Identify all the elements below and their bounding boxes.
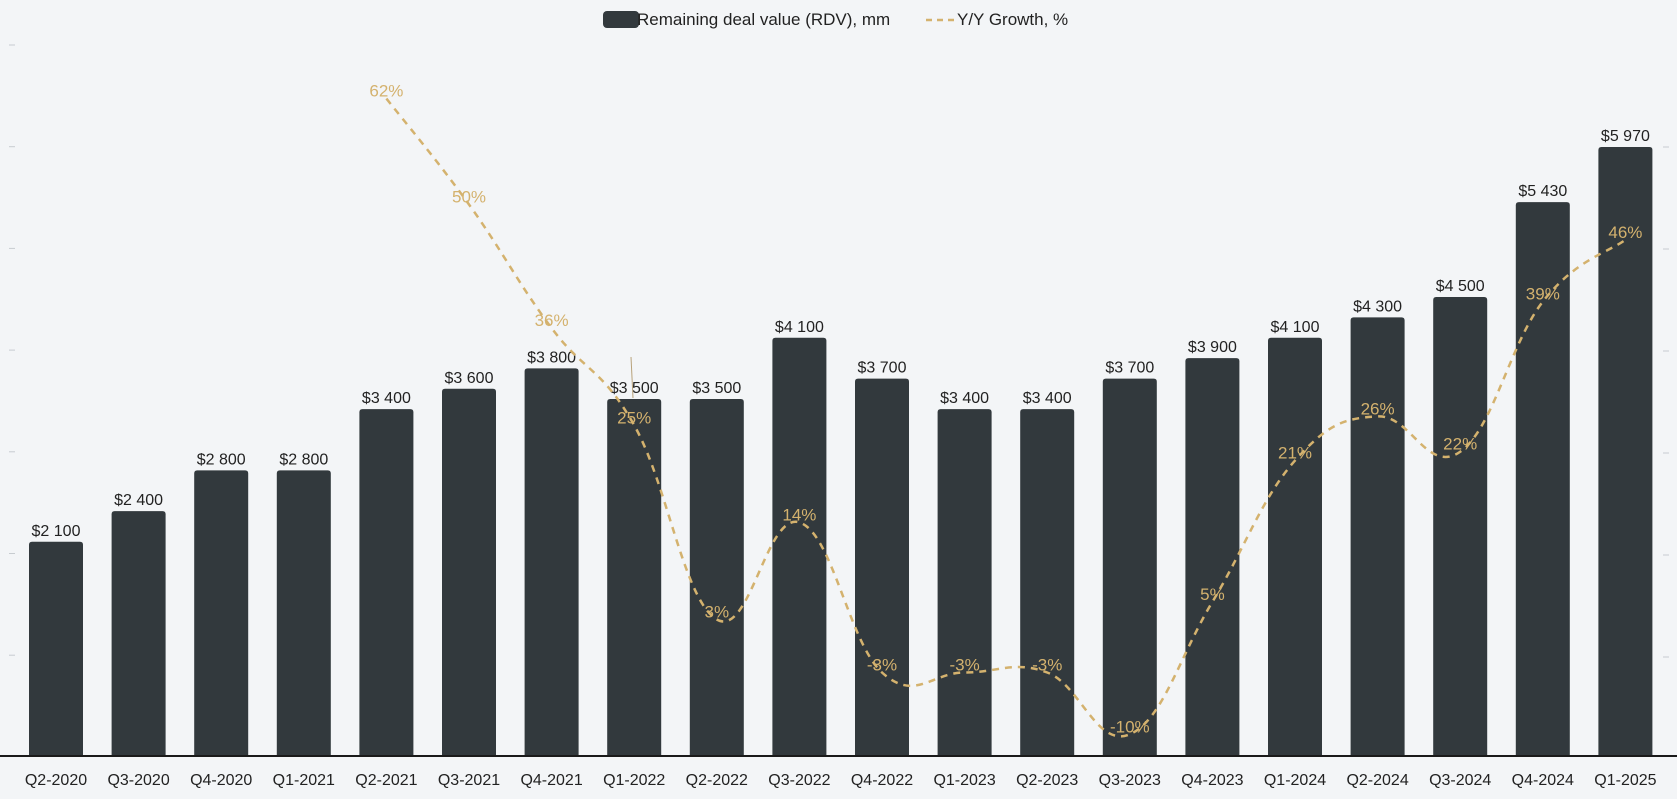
bar-value-label: $3 800 [527,349,576,366]
bar-value-label: $3 400 [940,390,989,407]
growth-value-label: 21% [1278,444,1312,463]
category-label: Q1-2023 [933,772,995,789]
category-label: Q3-2022 [768,772,830,789]
category-label: Q4-2021 [520,772,582,789]
growth-value-label: 39% [1526,285,1560,304]
growth-value-label: 36% [535,311,569,330]
right-axis-ticks [1663,146,1669,658]
growth-value-label: -3% [867,655,897,674]
bar-value-labels: $2 100 $2 400 $2 800 $2 800 $3 400 $3 600 $3 8… [32,128,1650,540]
category-label: Q3-2023 [1099,772,1161,789]
legend: Remaining deal value (RDV), mm Y/Y Growt… [603,10,1068,29]
bar [1020,409,1075,756]
category-label: Q2-2020 [25,772,87,789]
bar [111,511,166,756]
bar-value-label: $4 300 [1353,298,1402,315]
bar [937,409,992,756]
category-label: Q2-2022 [686,772,748,789]
category-label: Q4-2023 [1181,772,1243,789]
category-label: Q1-2021 [273,772,335,789]
category-label: Q1-2025 [1594,772,1656,789]
category-label: Q2-2021 [355,772,417,789]
category-label: Q4-2020 [190,772,252,789]
category-label: Q3-2021 [438,772,500,789]
growth-value-label: 46% [1608,223,1642,242]
bar [524,368,579,756]
growth-value-label: 26% [1361,399,1395,418]
bar-value-label: $3 500 [610,380,659,397]
growth-value-labels: 62% 50% 36% 25% 3% 14% -3% -3% -3% -10% 5% 21% 26% 22… [369,82,1642,737]
bar [772,337,827,756]
legend-bar-label: Remaining deal value (RDV), mm [637,10,890,29]
bar-value-label: $2 400 [114,492,163,509]
bar-value-label: $4 100 [775,319,824,336]
bar-value-label: $3 400 [362,390,411,407]
legend-bar-swatch [603,11,639,28]
left-axis-ticks [9,44,15,656]
bar [1350,317,1405,756]
category-label: Q4-2024 [1512,772,1574,789]
bar [1102,378,1157,756]
category-label: Q1-2022 [603,772,665,789]
category-label: Q3-2024 [1429,772,1491,789]
category-label: Q2-2024 [1346,772,1408,789]
bar [276,470,331,756]
bar-value-label: $5 430 [1518,183,1567,200]
growth-value-label: 25% [617,408,651,427]
growth-leader-line [630,356,634,399]
category-labels: Q2-2020 Q3-2020 Q4-2020 Q1-2021 Q2-2021 Q3-20… [25,772,1657,789]
category-label: Q4-2022 [851,772,913,789]
bar-value-label: $3 700 [1105,360,1154,377]
bar-value-label: $2 800 [197,451,246,468]
growth-value-label: 50% [452,188,486,207]
bar [855,378,909,756]
category-label: Q2-2023 [1016,772,1078,789]
bar-series [29,147,1653,756]
growth-value-label: -10% [1110,717,1150,736]
bar-value-label: $3 600 [445,370,494,387]
bar-value-label: $3 400 [1023,390,1072,407]
bar-value-label: $4 500 [1436,278,1485,295]
growth-value-label: 3% [705,603,730,622]
bar [689,398,744,756]
bar-value-label: $3 900 [1188,339,1237,356]
growth-value-label: 14% [782,505,816,524]
growth-value-label: 22% [1443,435,1477,454]
bar [29,541,83,756]
growth-value-label: -3% [1032,655,1062,674]
growth-value-label: 5% [1200,585,1225,604]
category-label: Q1-2024 [1264,772,1326,789]
bar [442,388,496,756]
bar [1598,147,1653,756]
bar-value-label: $2 100 [32,523,81,540]
growth-series-line [385,97,1627,738]
bar-value-label: $3 700 [858,360,907,377]
legend-line-label: Y/Y Growth, % [957,10,1068,29]
bar [194,470,249,756]
growth-value-label: 62% [369,82,403,101]
bar-value-label: $3 500 [692,380,741,397]
bar [359,409,414,756]
bar-value-label: $5 970 [1601,128,1650,145]
bar [1433,296,1488,756]
growth-value-label: -3% [949,655,979,674]
category-label: Q3-2020 [107,772,169,789]
bar-value-label: $2 800 [279,451,328,468]
bar-value-label: $4 100 [1271,319,1320,336]
bar [1268,337,1322,756]
bar [1185,358,1240,756]
bar [607,398,662,756]
bar [1515,202,1570,756]
